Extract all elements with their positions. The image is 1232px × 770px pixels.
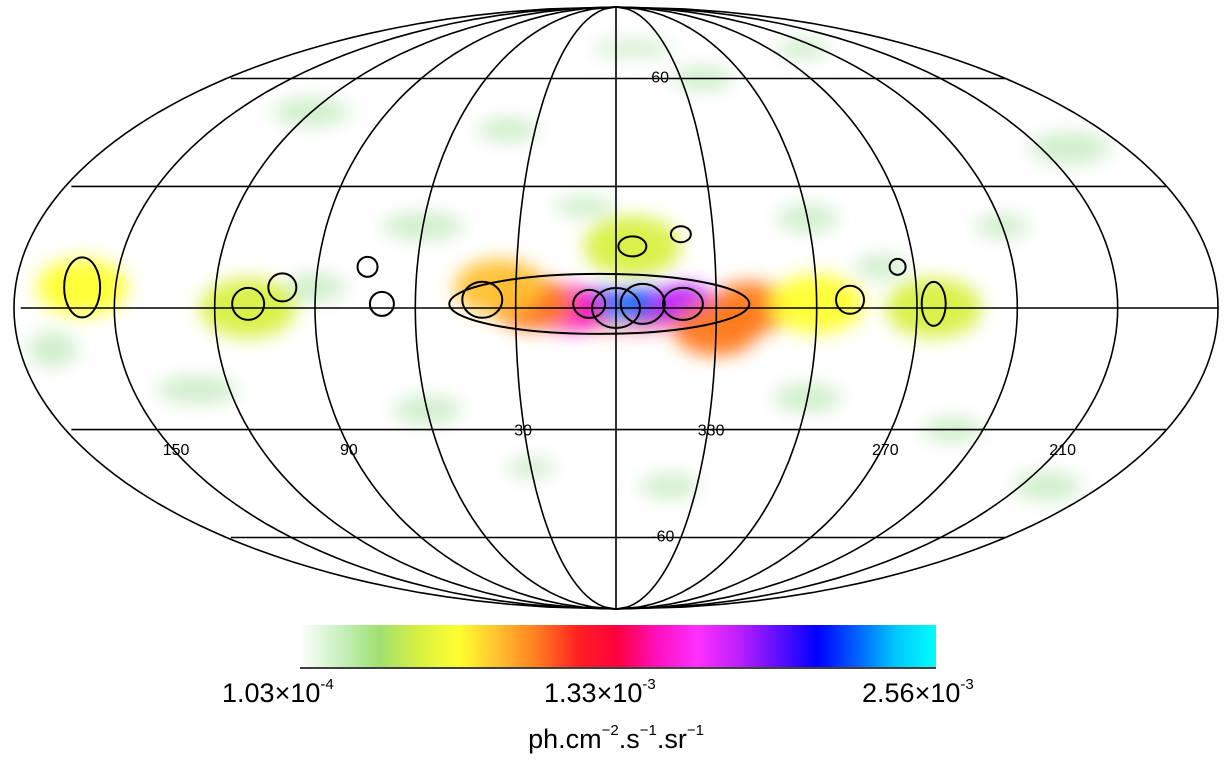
flux-contour — [661, 286, 704, 321]
diffuse-patch — [592, 40, 673, 57]
colorbar-max-exponent: -3 — [960, 676, 974, 693]
colorbar-max-mantissa: 2.56 — [862, 678, 915, 708]
diffuse-patch — [478, 117, 539, 142]
flux-contour — [617, 235, 648, 258]
colorbar-max-label: 2.56×10-3 — [862, 676, 974, 708]
emission-source — [454, 259, 545, 316]
emission-source — [36, 258, 128, 316]
flux-contour — [63, 256, 102, 319]
flux-contour — [368, 290, 395, 317]
flux-contour — [231, 286, 266, 321]
flux-contour — [461, 280, 504, 319]
unit-exp-2: −1 — [639, 722, 657, 739]
diffuse-patch — [1013, 472, 1082, 501]
flux-contour — [267, 272, 298, 303]
longitude-label: 30 — [514, 423, 532, 440]
unit-exp-1: −2 — [601, 722, 619, 739]
diffuse-patch — [639, 474, 700, 499]
longitude-label: 150 — [163, 442, 190, 459]
flux-contour — [572, 288, 607, 319]
colorbar-min-label: 1.03×10-4 — [222, 676, 334, 708]
diffuse-patch — [157, 375, 238, 404]
diffuse-patch — [554, 196, 615, 217]
latitude-label: 60 — [651, 70, 669, 87]
longitude-label: 90 — [340, 442, 358, 459]
longitude-label: 210 — [1049, 442, 1076, 459]
flux-contour — [920, 280, 947, 327]
colorbar-mid-label: 1.33×10-3 — [544, 676, 656, 708]
colorbar-min-mantissa: 1.03 — [222, 678, 275, 708]
longitude-label: 270 — [872, 442, 899, 459]
flux-contour — [619, 282, 666, 325]
latitude-label: -60 — [651, 528, 674, 545]
unit-sr: .sr — [656, 724, 687, 754]
unit-exp-3: −1 — [686, 722, 704, 739]
unit-s: .s — [618, 724, 640, 754]
diffuse-patch — [28, 331, 77, 368]
flux-contour — [669, 225, 692, 244]
colorbar-unit: ph.cm−2.s−1.sr−1 — [0, 722, 1232, 755]
colorbar-mid-mantissa: 1.33 — [544, 678, 597, 708]
emission-source — [583, 215, 682, 277]
flux-contour — [888, 257, 907, 276]
graticule — [13, 6, 1219, 610]
unit-ph: ph.cm — [528, 724, 602, 754]
flux-contour — [835, 284, 866, 315]
colorbar-mid-exponent: -3 — [642, 676, 656, 693]
colorbar-min-exponent: -4 — [320, 676, 334, 693]
diffuse-patch — [855, 254, 908, 279]
graticule-labels: 150 90 30 330 270 210 60 -60 — [163, 70, 1076, 546]
flux-contour — [448, 272, 751, 335]
colorbar — [300, 625, 936, 667]
contour-layer — [63, 225, 947, 335]
flux-contour — [356, 255, 379, 278]
meridian-line — [13, 6, 617, 610]
longitude-label: 330 — [698, 423, 725, 440]
diffuse-patch — [776, 38, 829, 59]
